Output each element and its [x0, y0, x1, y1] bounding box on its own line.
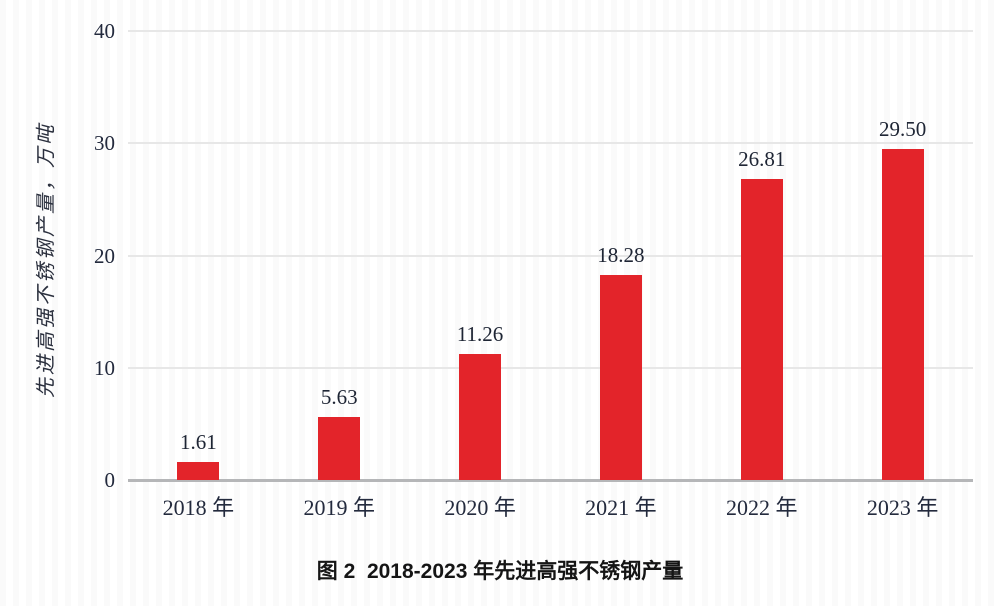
- bar-value-label: 1.61: [180, 429, 217, 454]
- bar-value-label: 5.63: [320, 384, 358, 409]
- bar-value-label: 29.50: [878, 116, 927, 141]
- gridline-10: [128, 366, 973, 369]
- y-tick-label-30: 30: [94, 131, 115, 156]
- y-tick-label-40: 40: [94, 19, 115, 43]
- x-tick-label: 2021 年: [585, 495, 657, 520]
- y-tick-label-0: 0: [104, 468, 116, 492]
- bar-2020年: [459, 353, 502, 480]
- bar-value-label: 18.28: [597, 242, 645, 267]
- y-tick-label-10: 10: [94, 355, 115, 380]
- gridline-30: [128, 142, 973, 145]
- gridline-20: [128, 254, 973, 257]
- bar-2023年: [881, 148, 924, 480]
- bar-2021年: [599, 274, 642, 480]
- x-tick-label: 2023 年: [866, 495, 939, 520]
- x-tick-label: 2022 年: [725, 495, 798, 520]
- bar-2022年: [740, 179, 783, 480]
- plot-area: 1.61 5.63 11.26 18.28 26.81 29.50: [128, 30, 973, 482]
- x-tick-label: 2019 年: [303, 495, 375, 520]
- bar-2019年: [318, 416, 361, 480]
- gridline-40: [128, 30, 973, 32]
- bar-value-label: 26.81: [738, 147, 786, 172]
- y-tick-label-20: 20: [94, 243, 115, 268]
- figure-caption: 图 2 2018-2023 年先进高强不锈钢产量: [316, 560, 684, 583]
- bar-value-label: 11.26: [456, 321, 504, 346]
- x-tick-label: 2020 年: [444, 495, 516, 520]
- bar-2018年: [177, 461, 220, 480]
- x-tick-label: 2018 年: [162, 495, 235, 520]
- x-axis-baseline: [128, 479, 973, 482]
